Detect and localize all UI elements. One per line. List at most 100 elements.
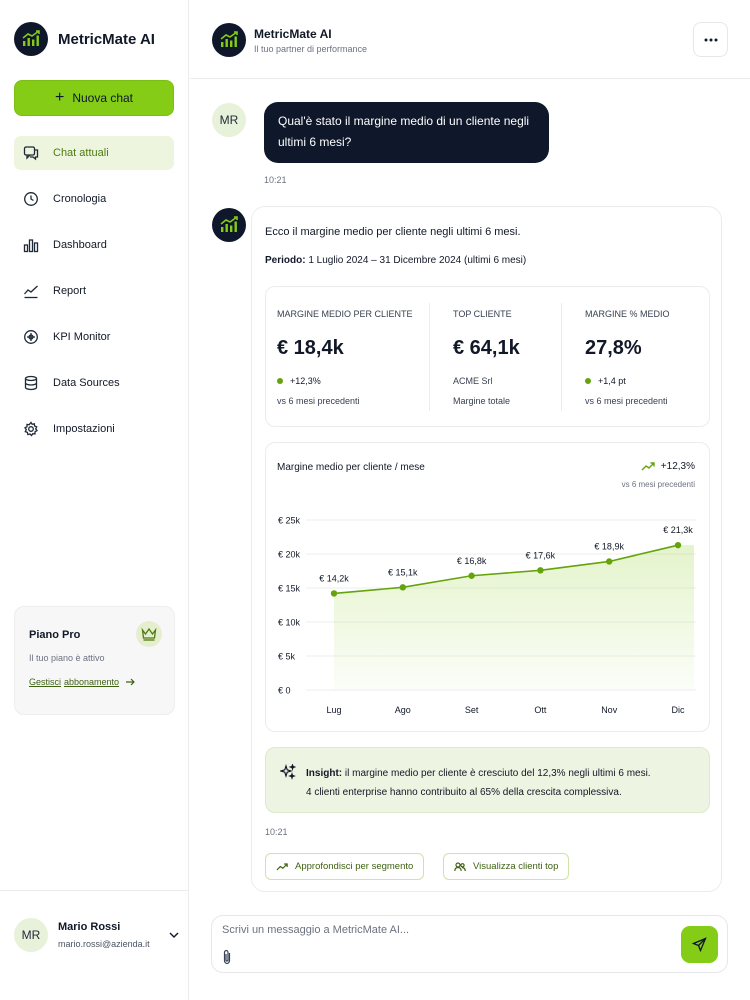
- data-point: [330, 590, 338, 597]
- view-top-clients-button[interactable]: Visualizza clienti top: [443, 853, 570, 880]
- bot-intro-text: Ecco il margine medio per cliente negli …: [265, 226, 521, 238]
- up-dot-icon: [277, 378, 283, 384]
- send-button[interactable]: [681, 926, 718, 963]
- insight-box: Insight: il margine medio per cliente è …: [265, 747, 710, 813]
- data-point: [606, 558, 613, 565]
- clock-icon: [24, 192, 38, 206]
- user-message-time: 10:21: [264, 175, 287, 185]
- kpi-value: 27,8%: [585, 337, 642, 359]
- insight-line-2: 4 clienti enterprise hanno contribuito a…: [306, 787, 622, 798]
- y-tick-label: € 15k: [278, 584, 301, 594]
- insight-text: il margine medio per cliente è cresciuto…: [344, 768, 651, 779]
- plan-subtitle: Il tuo piano è attivo: [29, 653, 105, 663]
- segment-drilldown-button[interactable]: Approfondisci per segmento: [265, 853, 425, 880]
- logo: [14, 22, 48, 56]
- user-name: Mario Rossi: [58, 921, 121, 933]
- sidebar-item-kpi-monitor[interactable]: KPI Monitor: [14, 320, 174, 354]
- sidebar-item-label: Dashboard: [53, 239, 107, 251]
- trend-up-icon: [641, 462, 655, 471]
- user-profile[interactable]: MR Mario Rossi mario.rossi@azienda.it: [14, 918, 179, 952]
- trend-icon: [24, 285, 38, 299]
- up-dot-icon: [585, 378, 591, 384]
- plus-icon: +: [54, 89, 65, 106]
- y-tick-label: € 5k: [278, 652, 296, 662]
- bot-avatar: [212, 208, 246, 242]
- target-icon: [24, 330, 38, 344]
- data-point: [468, 572, 475, 579]
- kpi-note: vs 6 mesi precedenti: [277, 396, 360, 406]
- sidebar-item-cronologia[interactable]: Cronologia: [14, 182, 174, 216]
- kpi-client-name: ACME Srl: [453, 376, 493, 386]
- database-icon: [24, 375, 38, 391]
- kpi-delta: +12,3%: [277, 376, 321, 386]
- series-line: [333, 544, 679, 595]
- sidebar-item-chat-attuali[interactable]: Chat attuali: [14, 136, 174, 170]
- y-tick-label: € 10k: [278, 618, 301, 628]
- data-point: [399, 584, 406, 591]
- kpi-note: vs 6 mesi precedenti: [585, 396, 668, 406]
- new-chat-button[interactable]: + Nuova chat: [14, 80, 174, 116]
- arrow-right-icon: [126, 678, 135, 686]
- data-label: € 16,8k: [457, 556, 487, 566]
- chart-card: € 0 € 5k € 10k € 15k € 20k € 25k € 14,2k Lug € 1…: [265, 442, 710, 732]
- user-email: mario.rossi@azienda.it: [58, 939, 150, 949]
- message-input[interactable]: [222, 924, 662, 936]
- header-logo: [212, 23, 246, 57]
- manage-link-text-1: Gestisci: [29, 677, 62, 687]
- chart-delta-note: vs 6 mesi precedenti: [621, 480, 695, 489]
- trend-up-icon: [276, 862, 288, 870]
- bar-chart-icon: [23, 239, 39, 253]
- bot-message-card: Ecco il margine medio per cliente negli …: [251, 206, 722, 892]
- x-tick-label: Ago: [395, 705, 411, 715]
- kpi-note: Margine totale: [453, 396, 511, 406]
- margin-line-chart: € 0 € 5k € 10k € 15k € 20k € 25k € 14,2k Lug € 1…: [278, 516, 696, 715]
- kpi-value: € 64,1k: [453, 337, 520, 359]
- send-icon: [692, 937, 707, 952]
- kpi-divider: [429, 303, 430, 411]
- manage-subscription-link[interactable]: Gestisci abbonamento: [29, 677, 160, 687]
- manage-link-text-2: abbonamento: [64, 677, 120, 687]
- period-label: Periodo:: [265, 255, 306, 266]
- sidebar-item-report[interactable]: Report: [14, 274, 174, 308]
- user-message-bubble: Qual'è stato il margine medio di un clie…: [264, 102, 549, 163]
- brand[interactable]: MetricMate AI: [14, 22, 155, 56]
- x-tick-label: Dic: [672, 705, 685, 715]
- x-tick-label: Lug: [326, 705, 341, 715]
- sidebar-nav: Chat attuali Cronologia Dashboard Report…: [14, 136, 174, 458]
- sparkles-icon: [280, 764, 296, 780]
- chart-logo-icon: [22, 30, 40, 46]
- kpi-summary: MARGINE MEDIO PER CLIENTE € 18,4k +12,3%…: [265, 286, 710, 427]
- kpi-label: MARGINE % MEDIO: [585, 309, 670, 319]
- bot-message-time: 10:21: [265, 827, 288, 837]
- paperclip-icon[interactable]: [222, 949, 232, 965]
- action-label: Approfondisci per segmento: [295, 861, 414, 872]
- y-tick-label: € 25k: [278, 516, 301, 526]
- period-line: Periodo: 1 Luglio 2024 – 31 Dicembre 202…: [265, 255, 526, 266]
- sidebar-item-dashboard[interactable]: Dashboard: [14, 228, 174, 262]
- sidebar-item-label: KPI Monitor: [53, 331, 111, 343]
- chevron-down-icon: [169, 932, 179, 938]
- x-tick-label: Ott: [534, 705, 547, 715]
- data-label: € 17,6k: [526, 550, 556, 560]
- header-title: MetricMate AI: [254, 27, 332, 41]
- kpi-delta-text: +1,4 pt: [598, 376, 626, 386]
- crown-icon: [136, 621, 162, 647]
- sidebar-item-label: Data Sources: [53, 377, 120, 389]
- avatar: MR: [14, 918, 48, 952]
- chart-delta: +12,3%: [641, 461, 695, 472]
- sidebar-item-data-sources[interactable]: Data Sources: [14, 366, 174, 400]
- sidebar-item-impostazioni[interactable]: Impostazioni: [14, 412, 174, 446]
- message-composer: [211, 915, 728, 973]
- more-options-button[interactable]: [693, 22, 728, 57]
- chart-title: Margine medio per cliente / mese: [277, 462, 425, 473]
- users-icon: [454, 861, 466, 871]
- kpi-value: € 18,4k: [277, 337, 344, 359]
- data-label: € 14,2k: [319, 573, 349, 583]
- sidebar-item-label: Chat attuali: [53, 147, 109, 159]
- kpi-delta-text: +12,3%: [290, 376, 321, 386]
- chat-icon: [23, 146, 39, 161]
- user-message-avatar: MR: [212, 103, 246, 137]
- sidebar: MetricMate AI + Nuova chat Chat attuali …: [0, 0, 189, 1000]
- y-tick-label: € 20k: [278, 550, 301, 560]
- chart-logo-icon: [220, 31, 238, 47]
